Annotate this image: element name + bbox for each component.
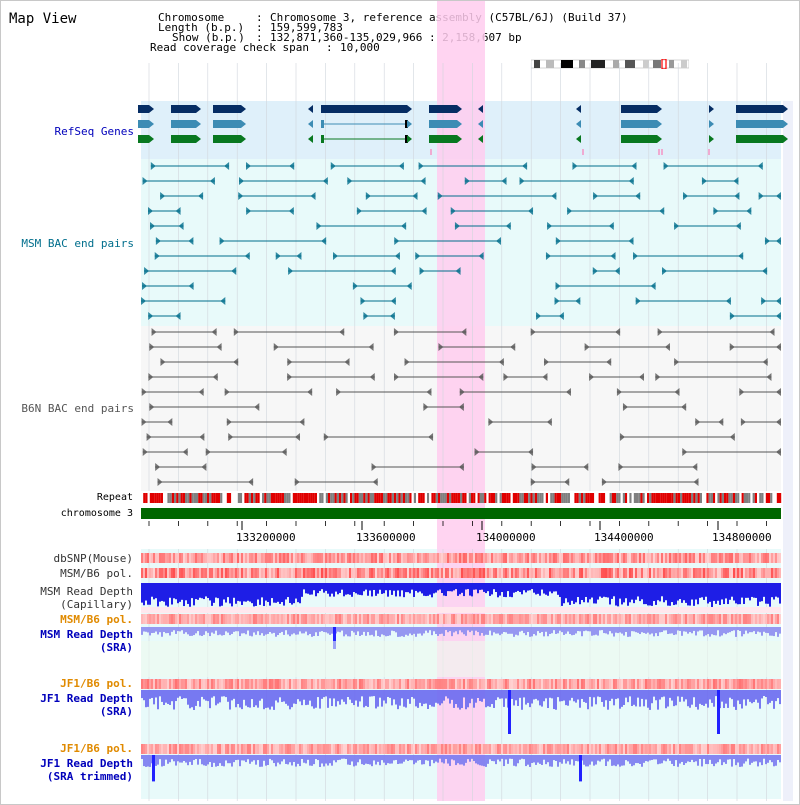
- gene-feature: [621, 135, 657, 143]
- coverage-label: Read coverage check span: [150, 41, 309, 54]
- jf1-read-sra-label-2: (SRA): [99, 705, 133, 718]
- gene-feature: [736, 105, 783, 113]
- gene-feature: [429, 105, 457, 113]
- show-label: Show (b.p.): [172, 31, 245, 44]
- gene-feature: [171, 120, 196, 128]
- axis-tick-label: 133600000: [356, 531, 416, 544]
- axis-tick-label: 134400000: [594, 531, 654, 544]
- page-title: Map View: [9, 11, 77, 27]
- gene-feature: [621, 120, 657, 128]
- repeat-track-label: Repeat: [96, 492, 133, 503]
- gene-feature: [429, 120, 457, 128]
- chromosome-bar: [141, 508, 781, 519]
- axis-tick-label: 133200000: [236, 531, 296, 544]
- msm-bac-track-label[interactable]: MSM BAC end pairs: [21, 237, 134, 250]
- jf1-read-sra-label-1: JF1 Read Depth: [40, 692, 133, 705]
- gene-feature: [621, 105, 657, 113]
- right-scroll-strip[interactable]: [783, 101, 793, 801]
- gene-feature: [213, 120, 241, 128]
- gene-feature: [138, 135, 149, 143]
- msm-b6-pol-label-1: MSM/B6 pol.: [60, 567, 133, 580]
- msm-read-sra-label-1: MSM Read Depth: [40, 628, 133, 641]
- msm-read-sra-label-2: (SRA): [99, 641, 133, 654]
- gene-feature: [429, 135, 457, 143]
- jf1-read-trim-label-2: (SRA trimmed): [46, 770, 133, 783]
- gene-feature: [321, 105, 407, 113]
- coverage-value: 10,000: [340, 41, 380, 54]
- gene-feature: [138, 105, 149, 113]
- jf1-read-trim-label-1: JF1 Read Depth: [40, 757, 133, 770]
- length-value: 159,599,783: [270, 21, 343, 34]
- dbsnp-track-label: dbSNP(Mouse): [53, 552, 133, 565]
- chromosome-ideogram[interactable]: [530, 54, 690, 70]
- gene-feature: [213, 135, 241, 143]
- jf1-b6-pol-label-1: JF1/B6 pol.: [60, 677, 133, 690]
- chromosome-track-label: chromosome 3: [60, 508, 133, 519]
- jf1-b6-pol-label-2: JF1/B6 pol.: [60, 742, 133, 755]
- gene-feature: [736, 120, 783, 128]
- b6n-bac-track-label[interactable]: B6N BAC end pairs: [21, 402, 134, 415]
- gene-feature: [171, 135, 196, 143]
- length-label: Length (b.p.): [158, 21, 245, 34]
- axis-tick-label: 134000000: [476, 531, 536, 544]
- chromosome-label: Chromosome: [158, 11, 225, 24]
- msm-b6-pol-label-2: MSM/B6 pol.: [60, 613, 133, 626]
- msm-read-cap-label-2: (Capillary): [60, 598, 133, 611]
- axis-tick-label: 134800000: [712, 531, 772, 544]
- gene-feature: [213, 105, 241, 113]
- msm-read-cap-label-1: MSM Read Depth: [40, 585, 133, 598]
- refseq-track-label[interactable]: RefSeq Genes: [54, 125, 134, 138]
- gene-feature: [736, 135, 783, 143]
- gene-feature: [171, 105, 196, 113]
- gene-feature: [138, 120, 149, 128]
